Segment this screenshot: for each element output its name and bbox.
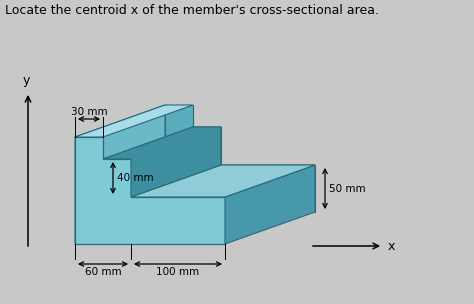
Text: x: x [388,240,395,253]
Text: 50 mm: 50 mm [329,184,365,194]
Text: 30 mm: 30 mm [71,107,107,117]
Text: y: y [22,74,30,87]
Polygon shape [131,165,315,197]
Text: Locate the centroid x of the member's cross-sectional area.: Locate the centroid x of the member's cr… [5,4,379,17]
Polygon shape [103,127,221,197]
Text: 100 mm: 100 mm [156,267,200,277]
Polygon shape [165,105,315,212]
Text: 60 mm: 60 mm [85,267,121,277]
Text: 40 mm: 40 mm [117,173,154,183]
Polygon shape [75,105,193,137]
Polygon shape [103,127,221,159]
Polygon shape [131,165,315,197]
Polygon shape [75,105,165,244]
Polygon shape [225,165,315,244]
Polygon shape [75,137,225,244]
